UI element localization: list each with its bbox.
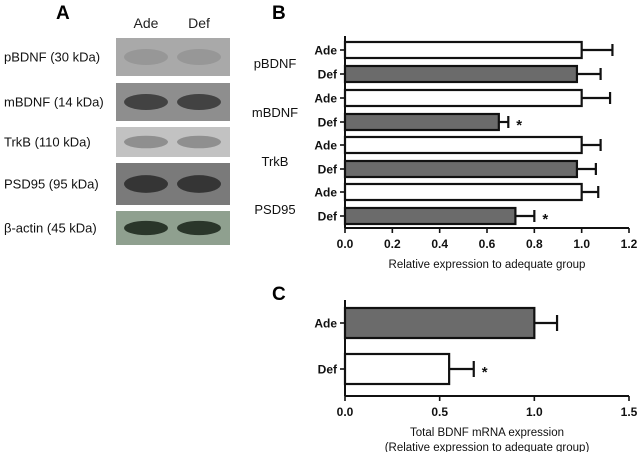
chart-c-x-tick-label-0: 0.0 — [337, 405, 354, 419]
chart-c-bar-1 — [343, 352, 451, 386]
chart-b-category-label-0: Ade — [314, 44, 337, 58]
chart-b-category-label-4: Ade — [314, 139, 337, 153]
chart-b-x-axis-title: Relative expression to adequate group — [389, 259, 586, 271]
chart-c-x-tick-label-3: 1.5 — [621, 405, 638, 419]
blot-band-1-0 — [124, 94, 168, 110]
panel-b-chart: B 0.0 0.2 0.4 0.6 0.8 1.0 1.2 Ade Def Ade Def * Ade D… — [252, 3, 638, 271]
chart-b-marks: 0.0 0.2 0.4 0.6 0.8 1.0 1.2 Ade Def Ade Def * Ade Def… — [252, 36, 638, 271]
blot-label-1: mBDNF (14 kDa) — [4, 95, 104, 110]
blot-strips: pBDNF (30 kDa) mBDNF (14 kDa) TrkB (110 kD… — [4, 38, 230, 245]
chart-b-bar-3 — [343, 112, 500, 132]
chart-b-bar-5 — [343, 159, 579, 179]
blot-band-2-1 — [177, 135, 221, 149]
chart-b-x-tick-label-1: 0.2 — [384, 237, 401, 251]
panel-c-chart: C 0.0 0.5 1.0 1.5 Ade Def * Total BDNF mRNA exp… — [272, 284, 638, 452]
chart-c-category-label-0: Ade — [314, 317, 337, 331]
lane-label-ade: Ade — [134, 15, 159, 31]
chart-c-bar-0 — [343, 306, 536, 340]
chart-b-group-label-2: TrkB — [262, 154, 289, 169]
blot-band-3-0 — [124, 175, 168, 193]
chart-b-x-tick-label-2: 0.4 — [431, 237, 448, 251]
chart-b-bar-4 — [343, 135, 583, 155]
chart-c-x-axis-title-1: (Relative expression to adequate group) — [385, 442, 590, 452]
chart-b-x-tick-label-6: 1.2 — [621, 237, 638, 251]
chart-b-bar-1 — [343, 64, 579, 84]
chart-b-x-tick-label-4: 0.8 — [526, 237, 543, 251]
chart-b-bar-6 — [343, 182, 583, 202]
chart-c-x-tick-label-2: 1.0 — [526, 405, 543, 419]
chart-b-x-tick-label-5: 1.0 — [573, 237, 590, 251]
chart-c-significance-1: * — [482, 364, 488, 381]
panel-a-western-blot: A Ade Def pBDNF (30 kDa) mBDNF (14 kDa) Tr… — [4, 3, 230, 245]
chart-b-group-label-1: mBDNF — [252, 105, 298, 120]
lane-label-def: Def — [188, 15, 210, 31]
panel-a-letter: A — [56, 3, 70, 24]
chart-b-category-label-7: Def — [318, 210, 338, 224]
chart-b-category-label-2: Ade — [314, 92, 337, 106]
chart-c-x-axis-title-0: Total BDNF mRNA expression — [410, 427, 564, 439]
chart-c-category-label-1: Def — [318, 363, 338, 377]
chart-b-group-label-3: PSD95 — [254, 202, 295, 217]
chart-b-bar-7 — [343, 206, 517, 226]
blot-label-0: pBDNF (30 kDa) — [4, 50, 100, 65]
blot-band-4-1 — [177, 220, 221, 236]
chart-c-marks: 0.0 0.5 1.0 1.5 Ade Def * Total BDNF mRNA expre… — [314, 300, 638, 452]
blot-band-4-0 — [124, 220, 168, 236]
chart-b-significance-7: * — [542, 211, 548, 228]
blot-label-2: TrkB (110 kDa) — [4, 135, 91, 150]
chart-b-bar-0 — [343, 40, 583, 60]
blot-label-3: PSD95 (95 kDa) — [4, 177, 99, 192]
chart-b-x-tick-label-0: 0.0 — [337, 237, 354, 251]
blot-band-0-0 — [124, 49, 168, 65]
chart-b-category-label-3: Def — [318, 116, 338, 130]
chart-b-category-label-5: Def — [318, 163, 338, 177]
blot-label-4: β-actin (45 kDa) — [4, 221, 97, 236]
chart-b-significance-3: * — [516, 117, 522, 134]
panel-c-letter: C — [272, 284, 286, 305]
blot-band-0-1 — [177, 49, 221, 65]
chart-b-category-label-6: Ade — [314, 186, 337, 200]
chart-b-category-label-1: Def — [318, 68, 338, 82]
blot-band-2-0 — [124, 135, 168, 149]
chart-c-x-tick-label-1: 0.5 — [431, 405, 448, 419]
chart-b-bar-2 — [343, 88, 583, 108]
chart-b-x-tick-label-3: 0.6 — [479, 237, 496, 251]
chart-b-group-label-0: pBDNF — [254, 56, 297, 71]
blot-band-1-1 — [177, 94, 221, 110]
blot-band-3-1 — [177, 175, 221, 193]
panel-b-letter: B — [272, 3, 286, 24]
